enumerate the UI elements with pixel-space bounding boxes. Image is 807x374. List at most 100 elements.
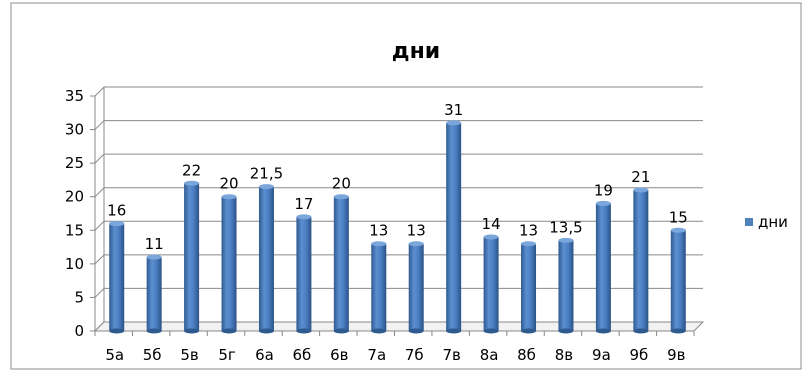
bar: [596, 201, 611, 334]
bar-cap: [296, 214, 311, 219]
bar: [147, 255, 162, 334]
bar-cap: [409, 241, 424, 246]
bar: [521, 241, 536, 333]
bar-base: [184, 329, 199, 334]
bar-base: [296, 329, 311, 334]
data-label: 15: [669, 208, 688, 226]
chart-title: дни: [392, 39, 440, 64]
bar-base: [334, 329, 349, 334]
legend-label: дни: [758, 213, 788, 231]
x-tick-label: 6в: [330, 346, 348, 364]
data-label: 13: [407, 222, 426, 240]
bar: [109, 221, 124, 333]
bar-cap: [484, 235, 499, 240]
y-tick-label: 5: [74, 288, 84, 306]
bar-body: [147, 257, 162, 331]
bar-cap: [334, 194, 349, 199]
bar-body: [596, 203, 611, 331]
data-label: 21,5: [250, 165, 283, 183]
bar-base: [109, 329, 124, 334]
data-label: 13: [519, 222, 538, 240]
bar-base: [558, 329, 573, 334]
data-label: 11: [145, 235, 164, 253]
bar-base: [222, 329, 237, 334]
data-label: 31: [444, 101, 463, 119]
bar-body: [558, 240, 573, 331]
bar-body: [484, 237, 499, 331]
bar: [446, 120, 461, 333]
data-label: 19: [594, 181, 613, 199]
bar-body: [409, 244, 424, 331]
y-tick-label: 15: [65, 221, 84, 239]
bar: [633, 188, 648, 334]
bar-body: [296, 217, 311, 331]
bar-body: [521, 244, 536, 331]
bar-cap: [596, 201, 611, 206]
bar: [671, 228, 686, 334]
bar-cap: [147, 255, 162, 260]
bar-cap: [633, 188, 648, 193]
data-label: 20: [219, 175, 238, 193]
y-tick-label: 20: [65, 188, 84, 206]
legend-swatch: [745, 218, 753, 226]
bar-cap: [521, 241, 536, 246]
bar-base: [596, 329, 611, 334]
bar-cap: [222, 194, 237, 199]
y-tick-label: 0: [74, 322, 84, 340]
bar-body: [633, 190, 648, 331]
bar-cap: [446, 120, 461, 125]
x-tick-label: 9б: [629, 346, 648, 364]
y-tick-label: 25: [65, 154, 84, 172]
x-tick-label: 6а: [255, 346, 274, 364]
x-tick-label: 7в: [442, 346, 460, 364]
bar-body: [671, 230, 686, 331]
bar: [184, 181, 199, 334]
bar-cap: [558, 238, 573, 243]
bar-base: [259, 329, 274, 334]
bar: [259, 184, 274, 333]
bar-cap: [109, 221, 124, 226]
bar-base: [671, 329, 686, 334]
bar-base: [446, 329, 461, 334]
x-tick-label: 5б: [143, 346, 162, 364]
bar-cap: [184, 181, 199, 186]
x-tick-label: 9а: [592, 346, 611, 364]
data-label: 14: [482, 215, 501, 233]
data-label: 20: [332, 175, 351, 193]
bar-base: [409, 329, 424, 334]
bar-base: [484, 329, 499, 334]
bar-base: [371, 329, 386, 334]
bar-cap: [259, 184, 274, 189]
bar: [334, 194, 349, 333]
bar: [409, 241, 424, 333]
bar-body: [184, 183, 199, 331]
data-label: 21: [631, 168, 650, 186]
data-label: 13: [369, 222, 388, 240]
data-label: 17: [294, 195, 313, 213]
bar-body: [334, 197, 349, 331]
bar-body: [222, 197, 237, 331]
y-tick-label: 10: [65, 255, 84, 273]
data-label: 16: [107, 202, 126, 220]
bar-base: [147, 329, 162, 334]
bar-body: [371, 244, 386, 331]
x-tick-label: 8б: [517, 346, 536, 364]
x-tick-label: 8в: [555, 346, 573, 364]
bar-cap: [671, 228, 686, 233]
x-tick-label: 8а: [480, 346, 499, 364]
x-tick-label: 9в: [667, 346, 685, 364]
bar: [558, 238, 573, 334]
bar-base: [521, 329, 536, 334]
bar-cap: [371, 241, 386, 246]
bar: [296, 214, 311, 333]
x-tick-label: 5а: [105, 346, 124, 364]
bar: [222, 194, 237, 333]
x-tick-label: 6б: [293, 346, 312, 364]
bar-base: [633, 329, 648, 334]
bar: [371, 241, 386, 333]
bar-body: [259, 187, 274, 331]
x-tick-label: 5в: [180, 346, 198, 364]
y-tick-label: 30: [65, 121, 84, 139]
